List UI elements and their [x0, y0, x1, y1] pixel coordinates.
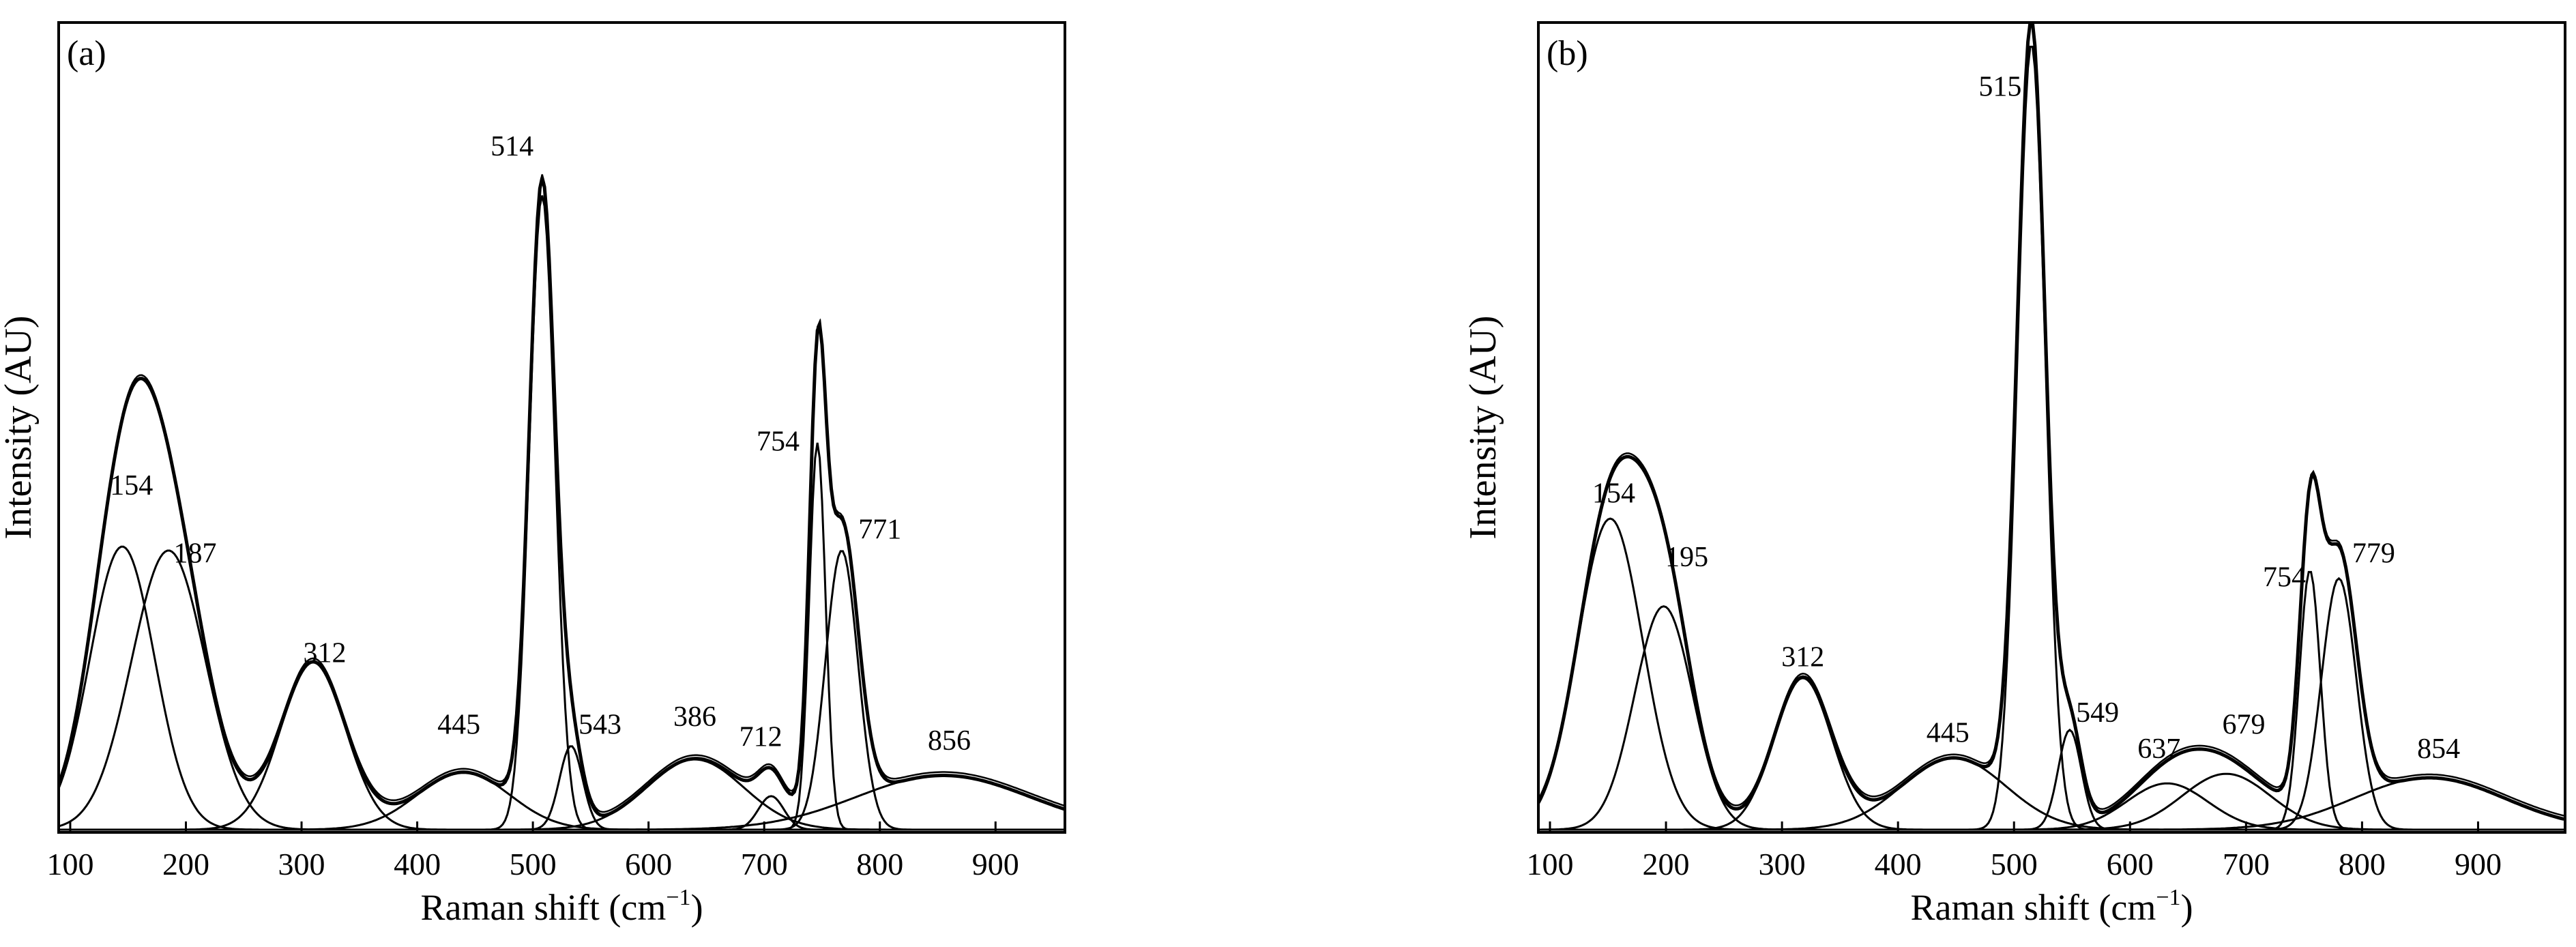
peak-label-445: 445	[1927, 717, 1970, 748]
peak-label-514: 514	[491, 131, 533, 162]
chart-panel-a: (a) 100 200 300 400 500 600 700 800 900 Raman shif…	[0, 21, 1066, 928]
peak-label-712: 712	[740, 721, 782, 753]
x-tick-label: 600	[2107, 847, 2154, 882]
y-axis-title: Intensity (AU)	[1462, 315, 1504, 539]
x-tick-label: 600	[625, 847, 672, 882]
x-tick-label: 200	[1643, 847, 1690, 882]
x-tick-label: 700	[741, 847, 788, 882]
fit-peak-515	[1540, 46, 2564, 831]
peak-label-754: 754	[757, 426, 800, 458]
x-tick-label: 500	[510, 847, 557, 882]
peak-label-195: 195	[1665, 542, 1708, 573]
peak-label-312: 312	[303, 638, 346, 669]
peak-label-187: 187	[174, 538, 217, 569]
spectrum-envelope	[1540, 24, 2564, 821]
peak-label-637: 637	[2137, 733, 2180, 765]
spectrum-measured	[60, 174, 1064, 813]
peak-label-154: 154	[1592, 478, 1635, 510]
x-tick-label: 200	[162, 847, 209, 882]
peak-label-312: 312	[1781, 641, 1824, 673]
curves	[1540, 24, 2564, 831]
peak-label-154: 154	[110, 470, 153, 501]
peak-label-445: 445	[437, 710, 480, 741]
peak-label-779: 779	[2352, 538, 2395, 569]
x-tick-label: 400	[394, 847, 441, 882]
x-tick-label: 900	[2455, 847, 2502, 882]
x-tick-label: 900	[972, 847, 1019, 882]
x-axis-title: Raman shift (cm−1)	[420, 885, 703, 928]
plot-frame	[1537, 21, 2566, 834]
peak-label-515: 515	[1978, 72, 2021, 103]
peak-label-543: 543	[579, 710, 621, 741]
fit-peak-632	[1540, 782, 2564, 831]
panel-label: (a)	[67, 34, 106, 73]
fit-peak-508	[60, 195, 1064, 831]
x-tick-label: 800	[2339, 847, 2386, 882]
peak-label-854: 854	[2417, 733, 2460, 765]
fit-peak-533	[60, 745, 1064, 831]
x-tick-label: 100	[1527, 847, 1574, 882]
fit-peak-318	[1540, 677, 2564, 831]
y-axis-title: Intensity (AU)	[0, 315, 40, 539]
fit-peak-198	[1540, 605, 2564, 831]
x-tick-label: 100	[46, 847, 93, 882]
peak-label-754: 754	[2263, 562, 2306, 593]
x-tick-label: 800	[856, 847, 903, 882]
peak-label-386: 386	[673, 701, 716, 733]
x-tick-label: 400	[1875, 847, 1922, 882]
panel-label: (b)	[1547, 34, 1588, 73]
peak-label-549: 549	[2076, 697, 2119, 729]
x-tick-label: 500	[1991, 847, 2038, 882]
fit-peak-755	[1540, 570, 2564, 831]
fit-peak-310	[60, 660, 1064, 831]
plot-frame	[57, 21, 1066, 834]
peak-label-679: 679	[2222, 710, 2265, 741]
fit-peak-780	[1540, 577, 2564, 831]
curves	[60, 174, 1064, 831]
chart-panel-b: (b) 100 200 300 400 500 600 700 800 900 Raman shif…	[1462, 21, 2566, 928]
fit-peak-448	[1540, 757, 2564, 831]
spectrum-measured	[1540, 24, 2564, 817]
fit-peak-858	[1540, 776, 2564, 831]
x-tick-label: 700	[2223, 847, 2270, 882]
peak-label-856: 856	[928, 725, 971, 757]
spectrum-envelope	[60, 177, 1064, 817]
x-tick-label: 300	[278, 847, 325, 882]
peak-label-771: 771	[858, 514, 901, 545]
x-axis-title: Raman shift (cm−1)	[1910, 885, 2193, 928]
x-tick-label: 300	[1759, 847, 1806, 882]
